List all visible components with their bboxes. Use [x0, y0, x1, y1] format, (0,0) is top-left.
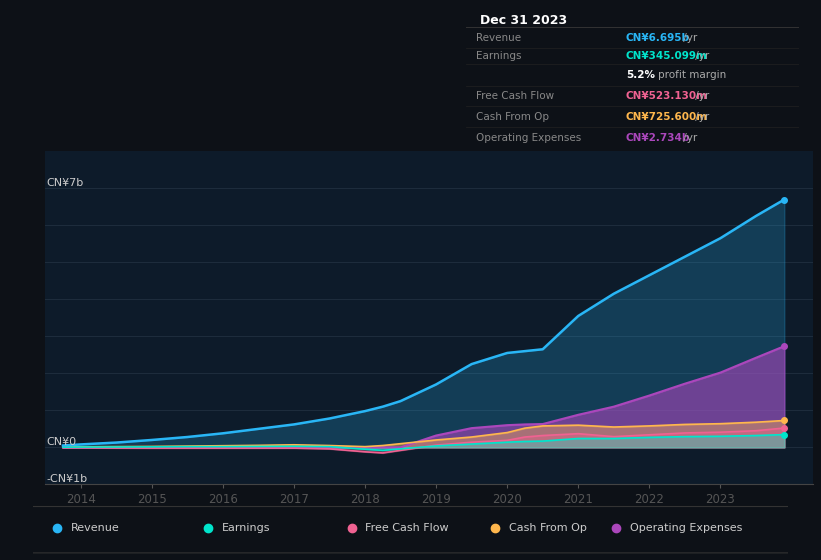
- Text: /yr: /yr: [692, 51, 709, 61]
- Text: CN¥345.099m: CN¥345.099m: [626, 51, 708, 61]
- Text: CN¥725.600m: CN¥725.600m: [626, 111, 708, 122]
- Text: Operating Expenses: Operating Expenses: [630, 523, 742, 533]
- Text: CN¥7b: CN¥7b: [47, 178, 84, 188]
- Text: CN¥523.130m: CN¥523.130m: [626, 91, 708, 101]
- FancyBboxPatch shape: [18, 506, 803, 553]
- Text: /yr: /yr: [680, 32, 697, 43]
- Text: Earnings: Earnings: [476, 51, 522, 61]
- Text: /yr: /yr: [692, 91, 709, 101]
- Text: Free Cash Flow: Free Cash Flow: [365, 523, 449, 533]
- Text: CN¥0: CN¥0: [47, 437, 77, 447]
- Text: Cash From Op: Cash From Op: [509, 523, 586, 533]
- Text: Earnings: Earnings: [222, 523, 270, 533]
- Text: /yr: /yr: [692, 111, 709, 122]
- Text: Free Cash Flow: Free Cash Flow: [476, 91, 554, 101]
- Text: -CN¥1b: -CN¥1b: [47, 474, 88, 484]
- Text: CN¥2.734b: CN¥2.734b: [626, 133, 690, 143]
- Text: CN¥6.695b: CN¥6.695b: [626, 32, 690, 43]
- Text: Dec 31 2023: Dec 31 2023: [479, 15, 566, 27]
- Text: Revenue: Revenue: [71, 523, 119, 533]
- Text: Operating Expenses: Operating Expenses: [476, 133, 581, 143]
- Text: Cash From Op: Cash From Op: [476, 111, 549, 122]
- Text: Revenue: Revenue: [476, 32, 521, 43]
- Text: profit margin: profit margin: [658, 70, 726, 80]
- Text: /yr: /yr: [680, 133, 697, 143]
- Text: 5.2%: 5.2%: [626, 70, 655, 80]
